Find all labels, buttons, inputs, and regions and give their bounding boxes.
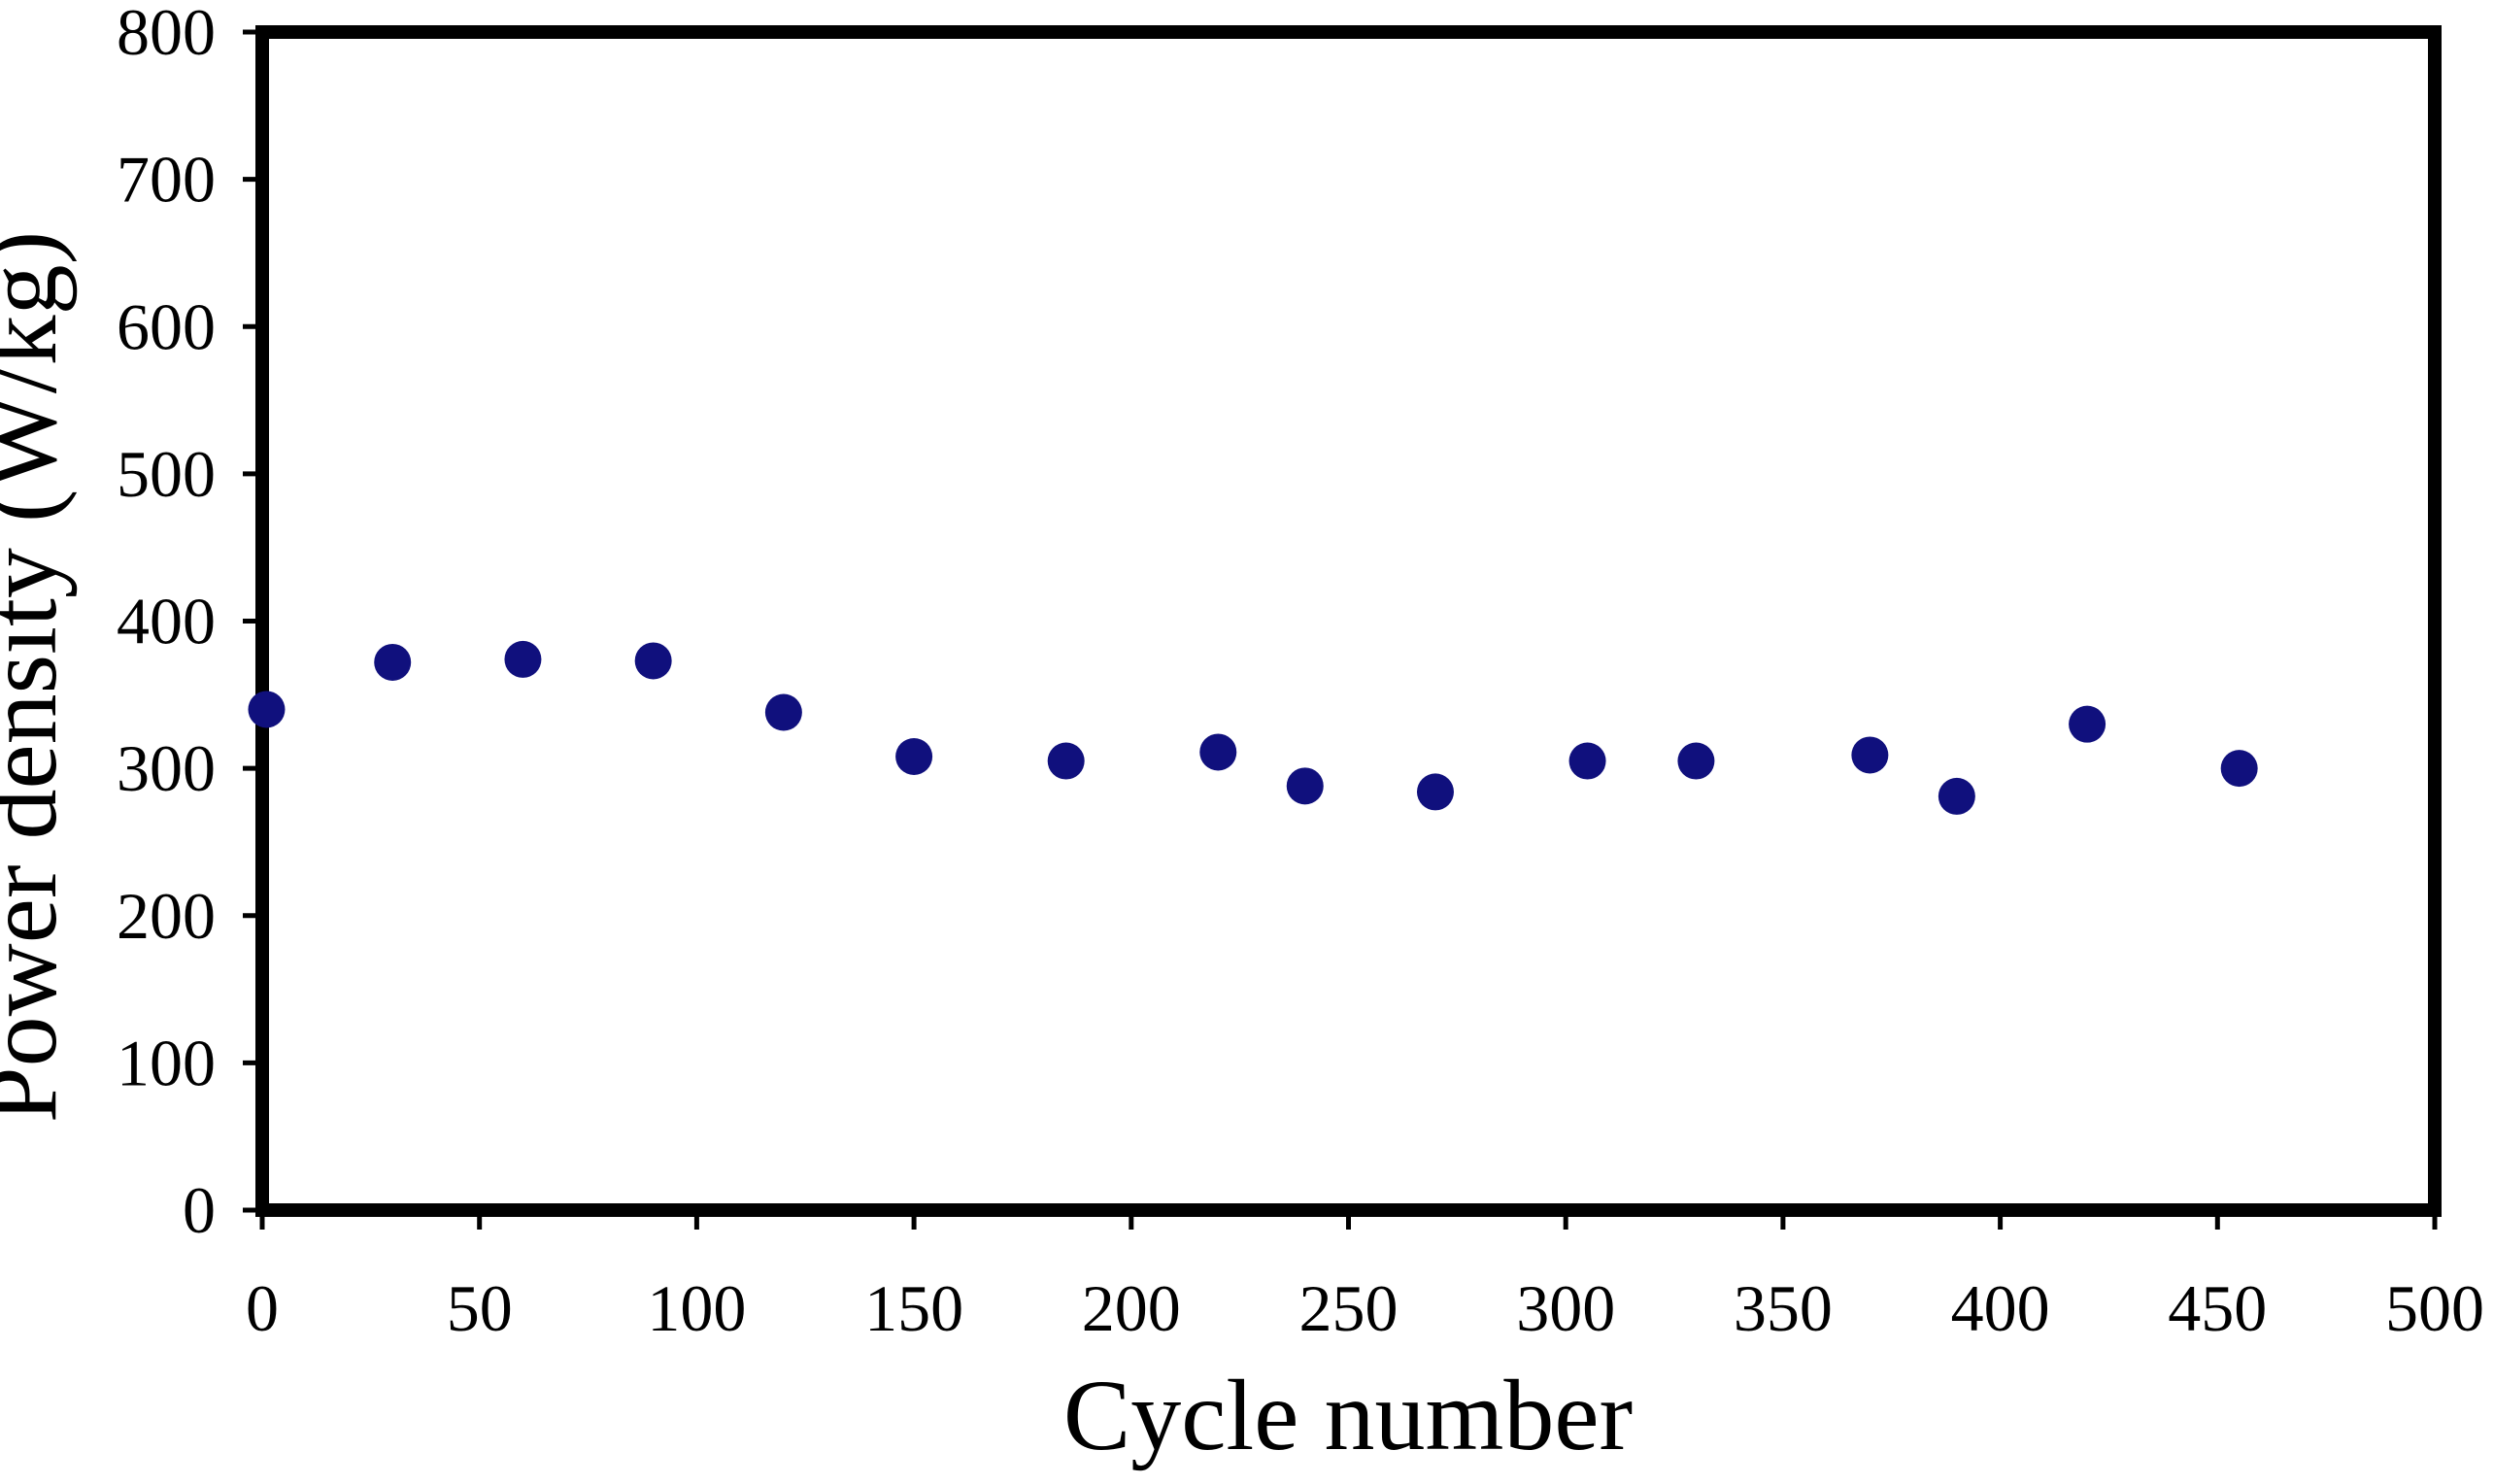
- ticks-layer: 0 100 200 300 400 500 600 700 800 0 50 100 150 200 250…: [117, 0, 2484, 1345]
- data-point: [504, 640, 542, 678]
- data-point: [374, 643, 412, 681]
- x-tick-label: 400: [1951, 1271, 2050, 1345]
- x-tick-label: 450: [2168, 1271, 2267, 1345]
- data-point: [1568, 742, 1606, 780]
- data-point: [1851, 736, 1889, 774]
- x-tick-label: 50: [447, 1271, 513, 1345]
- x-tick-label: 500: [2385, 1271, 2484, 1345]
- data-points-layer: [248, 640, 2258, 815]
- x-tick-label: 250: [1299, 1271, 1399, 1345]
- y-tick-label: 500: [117, 437, 216, 511]
- data-point: [634, 642, 672, 680]
- y-tick-label: 200: [117, 879, 216, 953]
- plot-area-border: [255, 25, 2442, 1217]
- data-point: [1047, 742, 1085, 780]
- data-point: [1199, 733, 1237, 771]
- x-axis-title: Cycle number: [1063, 1360, 1633, 1471]
- x-tick-label: 300: [1516, 1271, 1615, 1345]
- x-tick-label: 0: [246, 1271, 279, 1345]
- y-axis-title: Power density (W/kg): [0, 231, 78, 1123]
- data-point: [1416, 773, 1454, 811]
- data-point: [248, 691, 286, 728]
- data-point: [2220, 750, 2258, 788]
- y-tick-label: 0: [183, 1173, 216, 1247]
- data-point: [764, 693, 802, 731]
- y-tick-label: 700: [117, 143, 216, 217]
- data-point: [1938, 777, 1975, 815]
- y-tick-label: 400: [117, 585, 216, 658]
- y-tick-label: 100: [117, 1026, 216, 1099]
- y-tick-label: 300: [117, 731, 216, 805]
- data-point: [1677, 742, 1715, 780]
- data-point: [895, 737, 933, 775]
- data-point: [2069, 705, 2106, 743]
- x-tick-label: 200: [1082, 1271, 1181, 1345]
- x-tick-label: 350: [1734, 1271, 1833, 1345]
- data-point: [1286, 767, 1324, 805]
- y-tick-label: 600: [117, 289, 216, 363]
- x-tick-label: 150: [864, 1271, 963, 1345]
- y-tick-label: 800: [117, 0, 216, 69]
- x-tick-label: 100: [647, 1271, 746, 1345]
